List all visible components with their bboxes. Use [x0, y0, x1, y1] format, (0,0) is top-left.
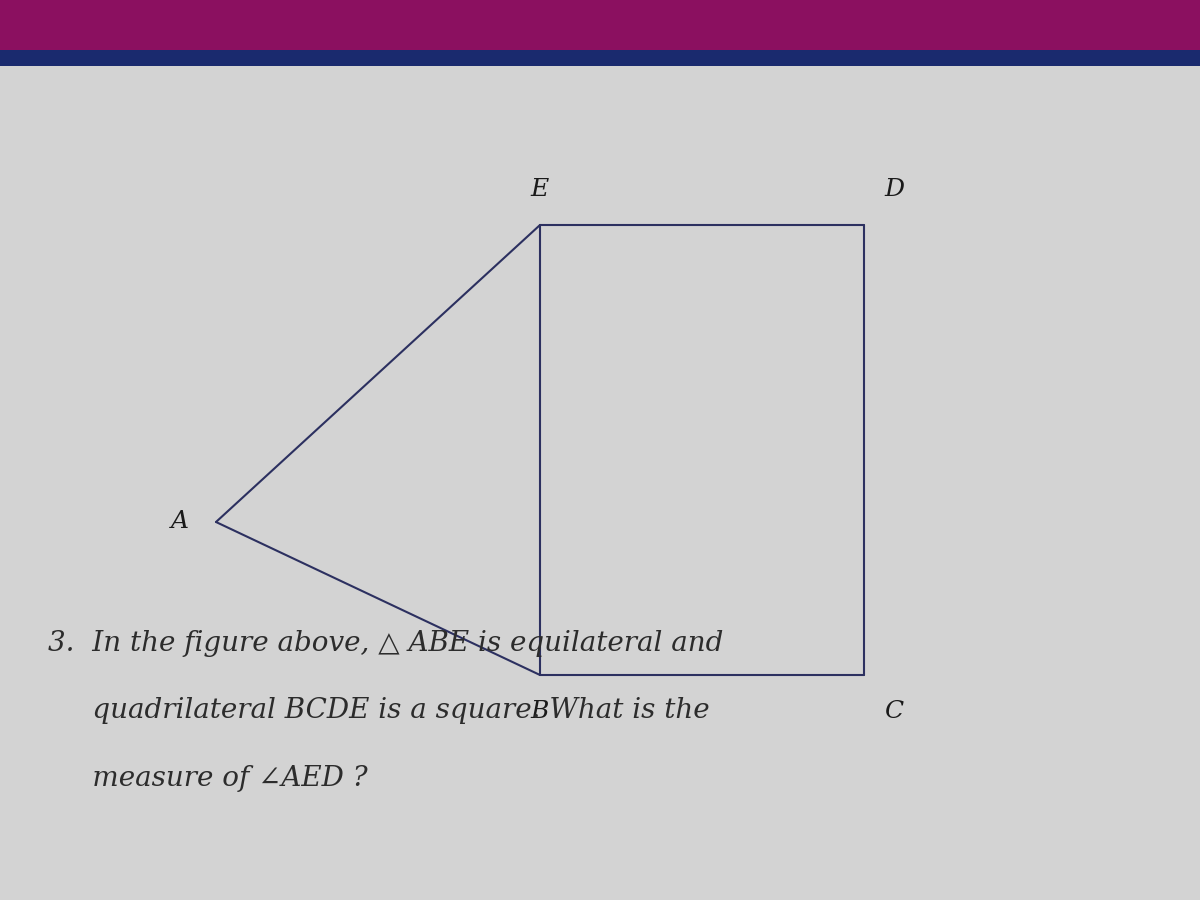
Text: measure of ∠AED ?: measure of ∠AED ? [48, 765, 367, 792]
Text: A: A [172, 510, 190, 534]
Text: C: C [884, 699, 904, 723]
Text: quadrilateral BCDE is a square. What is the: quadrilateral BCDE is a square. What is … [48, 698, 709, 724]
Bar [0, 0, 1200, 50]
Text: D: D [884, 177, 904, 201]
Text: E: E [530, 177, 550, 201]
Text: B: B [530, 699, 550, 723]
Bar [0, 50, 1200, 66]
Text: 3.  In the figure above, △ ABE is equilateral and: 3. In the figure above, △ ABE is equilat… [48, 630, 724, 657]
